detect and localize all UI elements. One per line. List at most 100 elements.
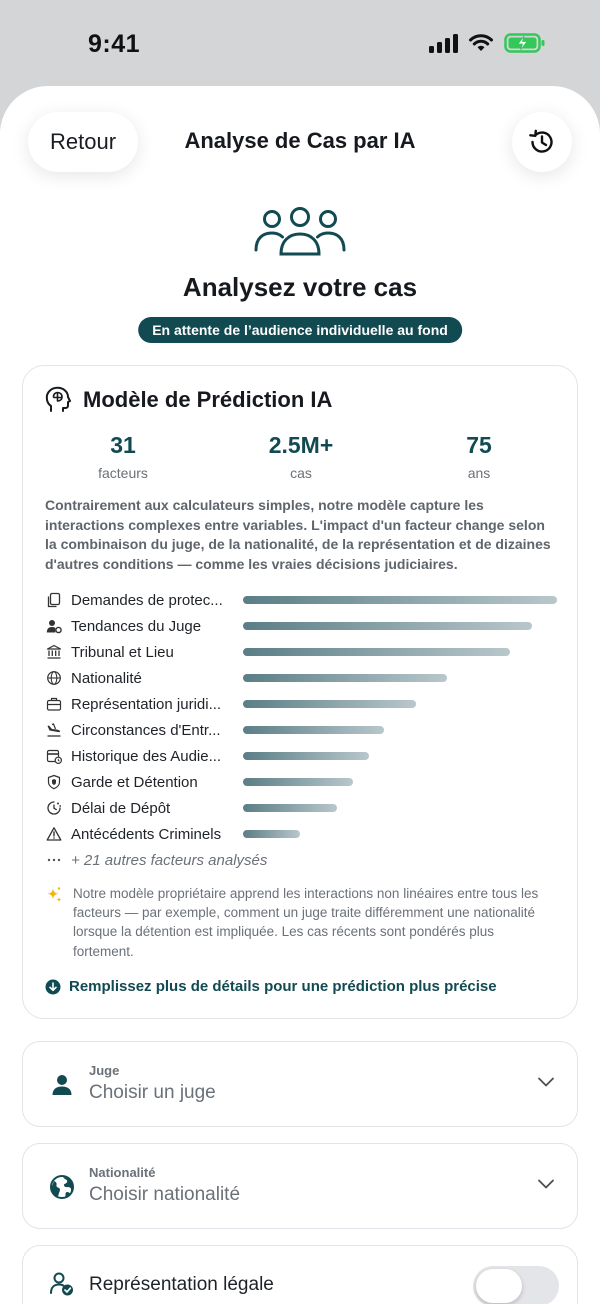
factor-bar	[243, 752, 369, 760]
page-title: Analyse de Cas par IA	[184, 128, 416, 153]
cellular-signal-icon	[429, 33, 458, 53]
stat-value: 2.5M+	[268, 432, 334, 458]
factor-bar-track	[243, 830, 300, 838]
clock-icon	[45, 799, 63, 817]
history-button[interactable]	[512, 112, 572, 172]
judge-label: Juge	[89, 1063, 120, 1078]
more-factors-label: + 21 autres facteurs analysés	[71, 851, 268, 869]
card-header: Modèle de Prédiction IA	[45, 386, 332, 414]
factor-bar	[243, 648, 510, 656]
factor-bar-track	[243, 700, 416, 708]
factor-row: Représentation juridi...	[45, 691, 565, 717]
nationality-placeholder: Choisir nationalité	[89, 1184, 241, 1205]
factor-bar-track	[243, 726, 384, 734]
stat-value: 75	[466, 432, 492, 458]
factor-label: Délai de Dépôt	[71, 799, 171, 817]
status-time: 9:41	[88, 30, 141, 58]
status-icons	[429, 32, 546, 54]
calendar-clock-icon	[45, 747, 63, 765]
factor-row: Délai de Dépôt	[45, 795, 565, 821]
factor-bar	[243, 596, 557, 604]
stat-label: ans	[467, 465, 491, 481]
globe-icon	[45, 669, 63, 687]
representation-label: Représentation légale	[89, 1274, 274, 1295]
factor-bar	[243, 622, 532, 630]
factor-bar	[243, 674, 447, 682]
factor-label: Historique des Audie...	[71, 747, 222, 765]
prediction-model-card: Modèle de Prédiction IA 31 facteurs 2.5M…	[22, 365, 578, 1019]
chevron-down-icon	[538, 1179, 554, 1189]
judge-placeholder: Choisir un juge	[89, 1082, 216, 1103]
case-status-badge: En attente de l’audience individuelle au…	[138, 317, 462, 343]
factor-bar	[243, 700, 416, 708]
nationality-select[interactable]: Nationalité Choisir nationalité	[22, 1143, 578, 1229]
factor-label: Tendances du Juge	[71, 617, 202, 635]
factor-bar-track	[243, 622, 532, 630]
more-factors-row: + 21 autres facteurs analysés	[45, 847, 565, 873]
chevron-down-icon	[538, 1077, 554, 1087]
fill-details-text: Remplissez plus de détails pour une préd…	[69, 978, 497, 995]
person-gear-icon	[45, 617, 63, 635]
shield-icon	[45, 773, 63, 791]
card-title: Modèle de Prédiction IA	[83, 387, 333, 412]
factor-row: Circonstances d'Entr...	[45, 717, 565, 743]
factor-bar-track	[243, 596, 557, 604]
analysis-sheet: Retour Analyse de Cas par IA Analysez vo…	[0, 86, 600, 1304]
nationality-label: Nationalité	[89, 1165, 156, 1180]
stat-cases: 2.5M+ cas	[221, 432, 381, 481]
stat-label: cas	[290, 465, 312, 481]
model-note: Notre modèle propriétaire apprend les in…	[45, 884, 557, 961]
factor-bar-track	[243, 674, 447, 682]
factor-bar	[243, 726, 384, 734]
courthouse-icon	[45, 643, 63, 661]
factor-row: Antécédents Criminels	[45, 821, 565, 847]
factor-label: Demandes de protec...	[71, 591, 223, 609]
plane-arrival-icon	[45, 721, 63, 739]
factor-row: Historique des Audie...	[45, 743, 565, 769]
factor-row: Tendances du Juge	[45, 613, 565, 639]
representation-row: Représentation légale	[22, 1245, 578, 1304]
factor-row: Garde et Détention	[45, 769, 565, 795]
sparkles-icon	[47, 887, 62, 903]
factor-row: Demandes de protec...	[45, 587, 565, 613]
person-icon	[52, 1075, 72, 1095]
factor-label: Tribunal et Lieu	[71, 643, 174, 661]
status-bar: 9:41	[0, 0, 600, 86]
factor-label: Nationalité	[71, 669, 142, 687]
hero-title: Analysez votre cas	[182, 272, 418, 302]
representation-toggle[interactable]	[473, 1266, 559, 1304]
brain-head-icon	[45, 386, 71, 412]
factor-list: Demandes de protec... Tendances du Juge …	[45, 587, 565, 873]
briefcase-icon	[45, 695, 63, 713]
judge-select[interactable]: Juge Choisir un juge	[22, 1041, 578, 1127]
model-note-text: Notre modèle propriétaire apprend les in…	[73, 886, 539, 959]
factor-bar	[243, 778, 353, 786]
factor-bar-track	[243, 804, 337, 812]
factor-row: Tribunal et Lieu	[45, 639, 565, 665]
history-icon	[529, 129, 553, 153]
battery-charging-icon	[504, 33, 545, 53]
factor-label: Garde et Détention	[71, 773, 198, 791]
fill-details-link[interactable]: Remplissez plus de détails pour une préd…	[45, 978, 497, 995]
factor-bar-track	[243, 778, 353, 786]
person-check-icon	[50, 1272, 73, 1296]
factor-label: Antécédents Criminels	[71, 825, 222, 843]
factor-bar	[243, 830, 300, 838]
model-description: Contrairement aux calculateurs simples, …	[45, 497, 551, 572]
ellipsis-icon	[45, 851, 63, 869]
toggle-knob	[476, 1269, 522, 1303]
document-copy-icon	[45, 591, 63, 609]
globe-icon	[50, 1175, 74, 1199]
stat-label: facteurs	[98, 465, 148, 481]
factor-bar-track	[243, 648, 510, 656]
stat-years: 75 ans	[399, 432, 559, 481]
factor-label: Circonstances d'Entr...	[71, 721, 221, 739]
factor-bar-track	[243, 752, 369, 760]
arrow-down-circle-icon	[45, 979, 61, 994]
warning-icon	[45, 825, 63, 843]
back-button[interactable]: Retour	[28, 112, 139, 172]
wifi-icon	[469, 34, 493, 51]
stat-value: 31	[110, 432, 136, 458]
stat-factors: 31 facteurs	[43, 432, 203, 481]
factor-bar	[243, 804, 337, 812]
